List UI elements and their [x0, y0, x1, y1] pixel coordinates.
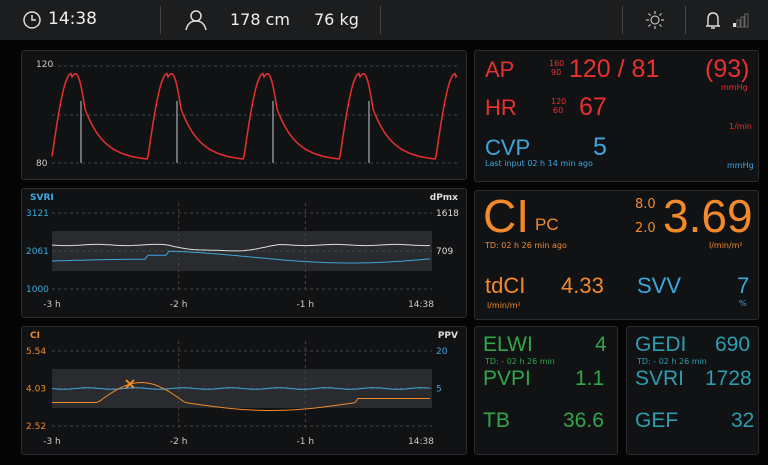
ap-label: AP — [485, 57, 515, 82]
gef-value: 32 — [731, 409, 755, 432]
pressure-curve — [51, 72, 458, 160]
x-tick-label: -3 h — [43, 300, 61, 310]
left-tick-label: 3121 — [26, 209, 49, 219]
trend-line — [51, 250, 431, 264]
trend-line — [51, 387, 431, 390]
ci-limit-high: 8.0 — [635, 197, 656, 212]
right-tick-label: 20 — [436, 347, 448, 357]
ap-value: 120 / 81 — [569, 55, 660, 83]
tdci-value: 4.33 — [561, 273, 604, 298]
divider — [622, 6, 623, 34]
elwi-label: ELWI — [483, 333, 533, 356]
ci-panel: CI PC TD: 02 h 26 min ago 8.0 2.0 3.69 l… — [474, 190, 759, 320]
gef-label: GEF — [635, 409, 679, 432]
ap-wave-panel: 120 80 — [21, 50, 467, 180]
right-tick-label: 709 — [436, 247, 453, 257]
trend-line — [51, 243, 431, 252]
ci-trend: CI PPV 5.54 4.03 2.52 20 5 -3 h -2 h -1 h 14:38 — [26, 331, 458, 447]
divider — [160, 6, 161, 34]
pvpi-value: 1.1 — [575, 367, 605, 390]
hr-unit: 1/min — [729, 122, 752, 131]
left-axis-label: CI — [30, 331, 40, 341]
gedi-label: GEDI — [635, 333, 687, 356]
tb-value: 36.6 — [563, 409, 604, 432]
x-tick-label: -2 h — [170, 437, 188, 447]
right-tick-label: 5 — [436, 385, 442, 395]
y-max: 120 — [36, 60, 53, 70]
elwi-note: TD: - 02 h 26 min — [485, 357, 555, 366]
ci-note: TD: 02 h 26 min ago — [485, 241, 567, 250]
right-axis-label: dPmx — [430, 193, 458, 203]
cvp-label: CVP — [485, 135, 531, 160]
tdci-label: tdCI — [485, 273, 526, 298]
x-tick-label: 14:38 — [408, 437, 434, 447]
left-tick-label: 2061 — [26, 247, 49, 257]
person-icon — [185, 10, 207, 31]
pvpi-label: PVPI — [483, 367, 531, 390]
ci-label: CI — [483, 190, 529, 242]
right-tick-label: 1618 — [436, 209, 459, 219]
hr-limit-low: 60 — [553, 106, 564, 115]
event-marker — [125, 379, 135, 389]
brightness-icon[interactable] — [645, 10, 665, 30]
elwi-panel: ELWI 4 TD: - 02 h 26 min PVPI 1.1 TB 36.… — [474, 326, 618, 455]
weight: 76 kg — [314, 10, 359, 29]
cvp-value: 5 — [593, 133, 607, 161]
x-tick-label: -1 h — [297, 437, 315, 447]
hr-value: 67 — [579, 93, 607, 121]
left-tick-label: 5.54 — [26, 347, 46, 357]
x-tick-label: -1 h — [297, 300, 315, 310]
ap-mean: (93) — [705, 55, 750, 83]
cvp-note: Last input 02 h 14 min ago — [485, 159, 593, 168]
x-tick-label: -3 h — [43, 437, 61, 447]
left-axis-label: SVRI — [30, 193, 54, 203]
ci-value: 3.69 — [663, 190, 753, 242]
svri-label: SVRI — [635, 367, 685, 390]
left-tick-label: 1000 — [26, 285, 49, 295]
alarm-icon[interactable] — [702, 9, 752, 31]
cvp-unit: mmHg — [727, 161, 754, 170]
svv-label: SVV — [637, 273, 682, 298]
ap-wave: 120 80 — [36, 60, 460, 169]
elwi-value: 4 — [595, 333, 607, 356]
svri-trend: SVRI dPmx 3121 2061 1000 1618 709 -3 h -2 h -1 h 1… — [26, 193, 459, 310]
clock-icon — [23, 11, 41, 29]
tdci-unit: l/min/m² — [487, 301, 521, 310]
ci-trend-panel: CI PPV 5.54 4.03 2.52 20 5 -3 h -2 h -1 h 14:38 — [21, 326, 467, 455]
divider — [380, 6, 381, 34]
ap-limit-high: 160 — [549, 59, 565, 68]
ci-unit: l/min/m² — [709, 241, 743, 250]
ci-limit-low: 2.0 — [635, 221, 656, 236]
tb-label: TB — [483, 409, 510, 432]
ap-limit-low: 90 — [551, 68, 562, 77]
gedi-value: 690 — [715, 333, 751, 356]
ap-unit: mmHg — [721, 83, 748, 92]
trend-line — [52, 381, 430, 411]
svv-value: 7 — [737, 273, 750, 298]
header-bar: 14:38 178 cm 76 kg — [0, 0, 768, 40]
waveform — [51, 72, 458, 163]
x-tick-label: 14:38 — [408, 300, 434, 310]
vitals-panel: AP 160 90 120 / 81 (93) mmHg HR 120 60 6… — [474, 50, 759, 182]
y-min: 80 — [36, 159, 48, 169]
x-tick-label: -2 h — [170, 300, 188, 310]
gedi-note: TD: - 02 h 26 min — [637, 357, 707, 366]
gedi-panel: GEDI 690 TD: - 02 h 26 min SVRI 1728 GEF… — [626, 326, 759, 455]
divider — [685, 6, 686, 34]
right-axis-label: PPV — [438, 331, 458, 341]
hr-limit-high: 120 — [551, 97, 567, 106]
svri-trend-panel: SVRI dPmx 3121 2061 1000 1618 709 -3 h -2 h -1 h 1… — [21, 188, 467, 318]
hr-label: HR — [485, 95, 517, 120]
time: 14:38 — [48, 9, 97, 29]
svri-value: 1728 — [705, 367, 752, 390]
height: 178 cm — [230, 10, 291, 29]
ci-sub: PC — [535, 215, 559, 234]
svv-unit: % — [739, 299, 747, 308]
left-tick-label: 4.03 — [26, 385, 46, 395]
left-tick-label: 2.52 — [26, 422, 46, 432]
